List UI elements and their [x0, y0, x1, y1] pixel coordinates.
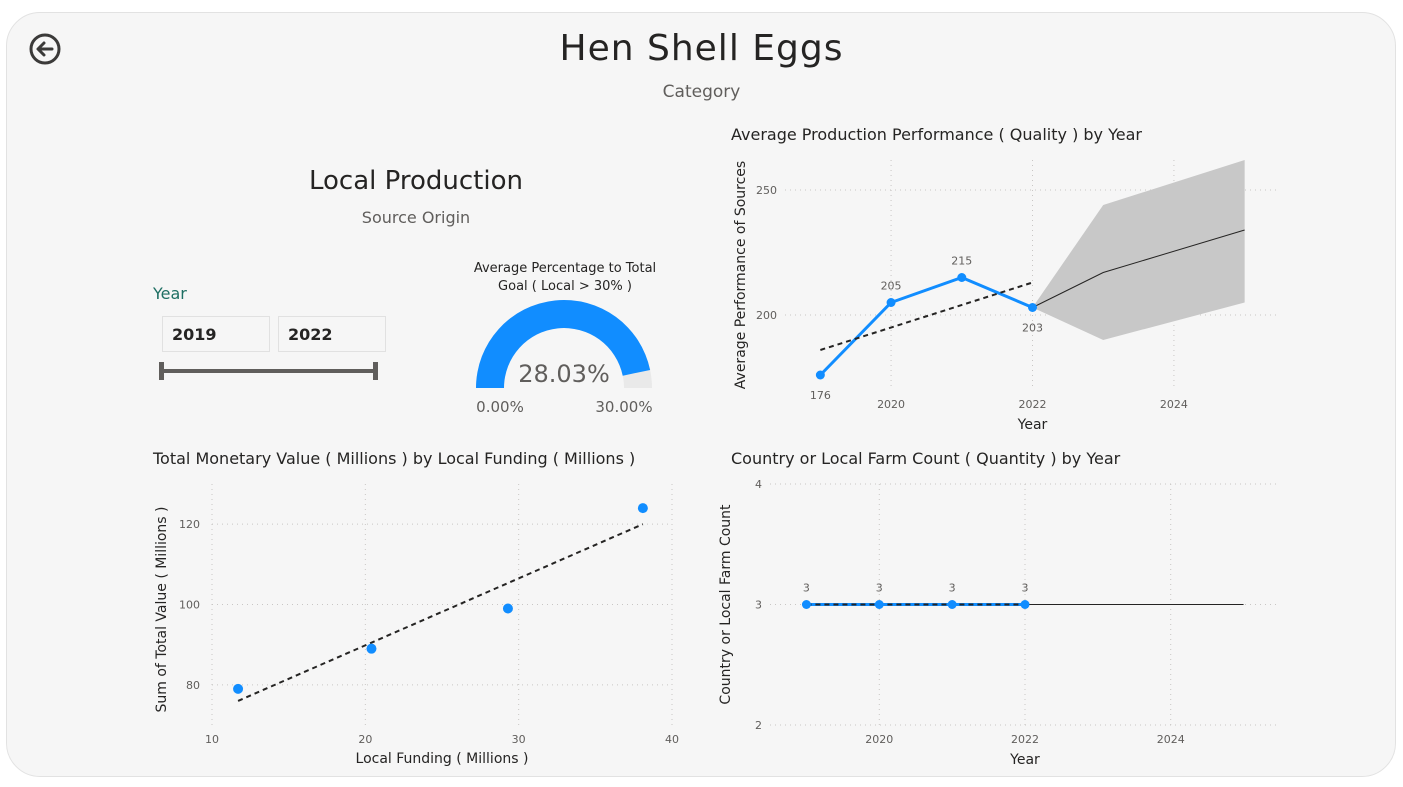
page-title: Hen Shell Eggs [559, 28, 844, 69]
year-end-input[interactable]: 2022 [278, 316, 386, 352]
farm-count-chart-title: Country or Local Farm Count ( Quantity )… [731, 449, 1121, 468]
page-subtitle: Category [662, 82, 741, 102]
back-arrow-icon[interactable] [28, 32, 62, 66]
section-subtitle: Source Origin [361, 208, 471, 227]
performance-chart-title: Average Production Performance ( Quality… [731, 125, 1142, 144]
year-start-input[interactable]: 2019 [162, 316, 270, 352]
gauge-title: Average Percentage to Total Goal ( Local… [440, 260, 690, 296]
scatter-chart-title: Total Monetary Value ( Millions ) by Loc… [153, 449, 636, 468]
section-title: Local Production [309, 166, 523, 196]
gauge-chart: 28.03% 0.00% 30.00% [476, 299, 653, 416]
gauge-min-label: 0.00% [476, 398, 524, 416]
year-slicer-label: Year [153, 284, 187, 303]
year-slider-start-handle[interactable] [159, 362, 164, 380]
gauge-title-line2: Goal ( Local > 30% ) [498, 279, 632, 294]
gauge-value-label: 28.03% [518, 360, 610, 388]
gauge-max-label: 30.00% [595, 398, 652, 416]
dashboard-card [6, 12, 1396, 777]
year-slider-track[interactable] [161, 369, 377, 373]
gauge-title-line1: Average Percentage to Total [473, 261, 657, 276]
gauge-value-arc [476, 299, 651, 388]
year-slider-end-handle[interactable] [373, 362, 378, 380]
